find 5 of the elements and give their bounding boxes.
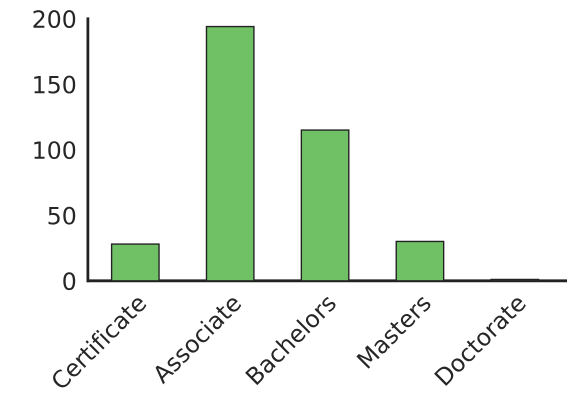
y-tick-label: 200 xyxy=(33,10,76,28)
y-tick-label: 150 xyxy=(34,76,76,94)
y-tick-label: 50 xyxy=(48,206,76,225)
y-tick-label: 100 xyxy=(34,141,76,160)
y-tick-label: 0 xyxy=(63,272,76,290)
